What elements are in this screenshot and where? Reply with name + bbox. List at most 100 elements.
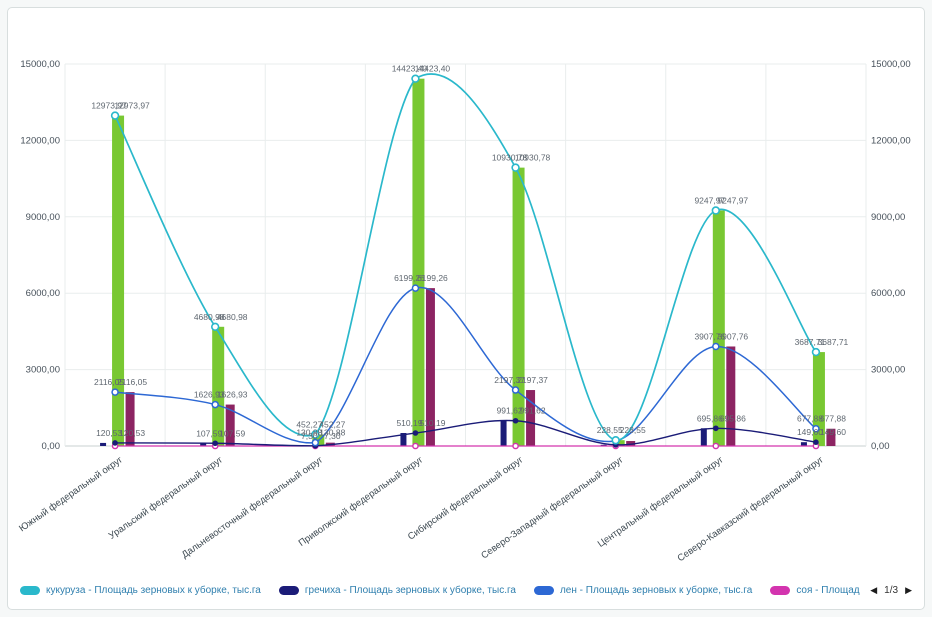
y-axis-label-left-0: 0,00 <box>42 441 61 452</box>
value-label-kukuruza-6-line: 9247,97 <box>694 195 725 205</box>
bar-grechiha-1[interactable] <box>200 443 207 446</box>
marker-kukuruza-4[interactable] <box>511 163 520 172</box>
bar-len-0[interactable] <box>125 392 135 446</box>
y-axis-label-right-2: 6000,00 <box>871 288 905 299</box>
bar-len-4[interactable] <box>526 390 536 446</box>
value-label-len-1-line: 1626,93 <box>194 390 225 400</box>
value-label-grechiha-1-bar: 107,59 <box>219 428 245 438</box>
x-axis-label-0: Южный федеральный округ <box>17 454 125 534</box>
legend-swatch-kukuruza-icon <box>20 585 40 595</box>
value-label-grechiha-4-line: 991,62 <box>497 406 523 416</box>
legend-swatch-grechiha-icon <box>278 585 299 595</box>
marker-kukuruza-7[interactable] <box>811 347 821 357</box>
value-label-grechiha-0-bar: 120,53 <box>119 428 145 438</box>
x-axis-label-1: Уральский федеральный округ <box>107 454 226 542</box>
bar-len-6[interactable] <box>726 346 736 446</box>
value-label-kukuruza-6-bar: 9247,97 <box>717 195 748 205</box>
value-label-kukuruza-2-bar: 452,27 <box>319 419 345 429</box>
legend: кукуруза - Площадь зерновых к уборке, ты… <box>8 571 924 609</box>
value-label-kukuruza-3-line: 14423,40 <box>392 64 428 74</box>
value-label-kukuruza-2-line: 452,27 <box>296 419 322 429</box>
pagination-next-icon[interactable]: ▶ <box>905 584 912 595</box>
marker-len-1[interactable] <box>211 400 219 409</box>
bar-grechiha-3[interactable] <box>400 433 407 446</box>
marker-kukuruza-6[interactable] <box>711 206 721 215</box>
bar-kukuruza-7[interactable] <box>812 352 825 446</box>
y-axis-label-right-3: 9000,00 <box>871 212 905 223</box>
bar-kukuruza-6[interactable] <box>712 210 725 446</box>
pagination-prev-icon[interactable]: ◀ <box>870 584 878 595</box>
line-kukuruza <box>114 73 817 442</box>
value-label-kukuruza-0-line: 12973,97 <box>91 101 127 111</box>
value-label-kukuruza-0-bar: 12973,97 <box>114 101 150 111</box>
y-axis-label-right-5: 15000,00 <box>871 59 911 70</box>
bar-kukuruza-0[interactable] <box>112 115 125 447</box>
value-label-len-4-bar: 2197,37 <box>517 375 548 385</box>
marker-len-0[interactable] <box>111 388 119 396</box>
marker-len-4[interactable] <box>511 386 520 394</box>
marker-len-6[interactable] <box>712 342 720 351</box>
y-axis-label-left-2: 6000,00 <box>26 288 60 299</box>
value-label-grechiha-7-bar: 149,60 <box>820 427 846 437</box>
marker-grechiha-4[interactable] <box>512 417 519 424</box>
marker-soya-3[interactable] <box>412 442 419 450</box>
marker-kukuruza-0[interactable] <box>110 111 120 120</box>
pagination-label: 1/3 <box>884 584 899 596</box>
value-label-grechiha-2-bar: 7,30 <box>324 431 341 441</box>
value-label-len-7-line: 677,88 <box>797 414 823 424</box>
combo-chart: 0,00 0,00 3000,00 3000,00 6000,00 6000,00 9000… <box>17 59 911 564</box>
value-label-len-7-bar: 677,88 <box>820 414 846 424</box>
bar-kukuruza-4[interactable] <box>512 167 525 447</box>
legend-item-soya[interactable]: соя - Площадь зерновых к уборке, тыс.га <box>770 585 860 596</box>
marker-grechiha-3[interactable] <box>412 430 419 436</box>
bar-grechiha-7[interactable] <box>800 442 807 446</box>
chart-area: 0,00 0,00 3000,00 3000,00 6000,00 6000,00 9000… <box>8 8 924 571</box>
value-label-len-0-line: 2116,05 <box>94 377 124 387</box>
y-axis-label-left-5: 15000,00 <box>20 59 60 70</box>
marker-len-2[interactable] <box>311 438 320 447</box>
value-label-kukuruza-4-line: 10930,78 <box>492 153 528 163</box>
marker-grechiha-1[interactable] <box>212 440 218 447</box>
y-axis-label-left-4: 12000,00 <box>20 135 60 146</box>
value-label-len-2-line: 130,88 <box>296 428 322 438</box>
legend-item-kukuruza[interactable]: кукуруза - Площадь зерновых к уборке, ты… <box>20 585 261 596</box>
marker-kukuruza-1[interactable] <box>210 322 220 331</box>
value-label-kukuruza-1-line: 4680,98 <box>194 312 225 322</box>
value-label-grechiha-6-line: 695,86 <box>697 413 723 423</box>
marker-grechiha-0[interactable] <box>112 440 118 446</box>
value-label-len-1-bar: 1626,93 <box>217 390 248 400</box>
marker-grechiha-7[interactable] <box>813 439 819 445</box>
value-label-len-0-bar: 2116,05 <box>117 377 147 387</box>
bar-len-3[interactable] <box>425 288 435 446</box>
marker-len-7[interactable] <box>812 424 820 433</box>
bar-grechiha-0[interactable] <box>100 442 107 446</box>
bar-len-1[interactable] <box>225 404 235 446</box>
value-label-len-3-bar: 6199,26 <box>417 273 448 283</box>
legend-item-len[interactable]: лен - Площадь зерновых к уборке, тыс.га <box>533 585 752 596</box>
bar-kukuruza-3[interactable] <box>412 78 425 446</box>
marker-kukuruza-5[interactable] <box>611 435 620 445</box>
legend-item-grechiha[interactable]: гречиха - Площадь зерновых к уборке, тыс… <box>278 584 516 596</box>
value-label-kukuruza-5-line: 228,55 <box>597 425 623 435</box>
bar-kukuruza-1[interactable] <box>212 326 225 446</box>
bar-grechiha-4[interactable] <box>500 420 507 446</box>
x-axis-label-4: Сибирский федеральный округ <box>406 454 526 542</box>
marker-soya-6[interactable] <box>712 442 720 450</box>
marker-grechiha-6[interactable] <box>713 425 719 432</box>
value-label-grechiha-0-line: 120,53 <box>96 428 122 438</box>
y-axis-label-left-1: 3000,00 <box>26 365 60 376</box>
y-axis-label-right-0: 0,00 <box>871 441 890 452</box>
marker-kukuruza-3[interactable] <box>411 74 420 83</box>
y-axis-label-left-3: 9000,00 <box>26 212 60 223</box>
marker-soya-4[interactable] <box>512 442 519 450</box>
marker-len-3[interactable] <box>411 284 420 292</box>
value-label-len-6-bar: 3907,76 <box>717 331 748 341</box>
bar-len-7[interactable] <box>826 428 836 446</box>
y-axis-label-right-1: 3000,00 <box>871 365 905 376</box>
value-label-kukuruza-7-bar: 3687,71 <box>818 337 849 347</box>
bar-grechiha-6[interactable] <box>700 428 707 446</box>
value-label-grechiha-7-line: 149,60 <box>797 427 823 437</box>
marker-kukuruza-2[interactable] <box>311 430 320 439</box>
legend-label-grechiha: гречиха - Площадь зерновых к уборке, тыс… <box>304 584 516 596</box>
legend-label-soya: соя - Площадь зерновых к уборке, тыс.га <box>796 584 860 596</box>
